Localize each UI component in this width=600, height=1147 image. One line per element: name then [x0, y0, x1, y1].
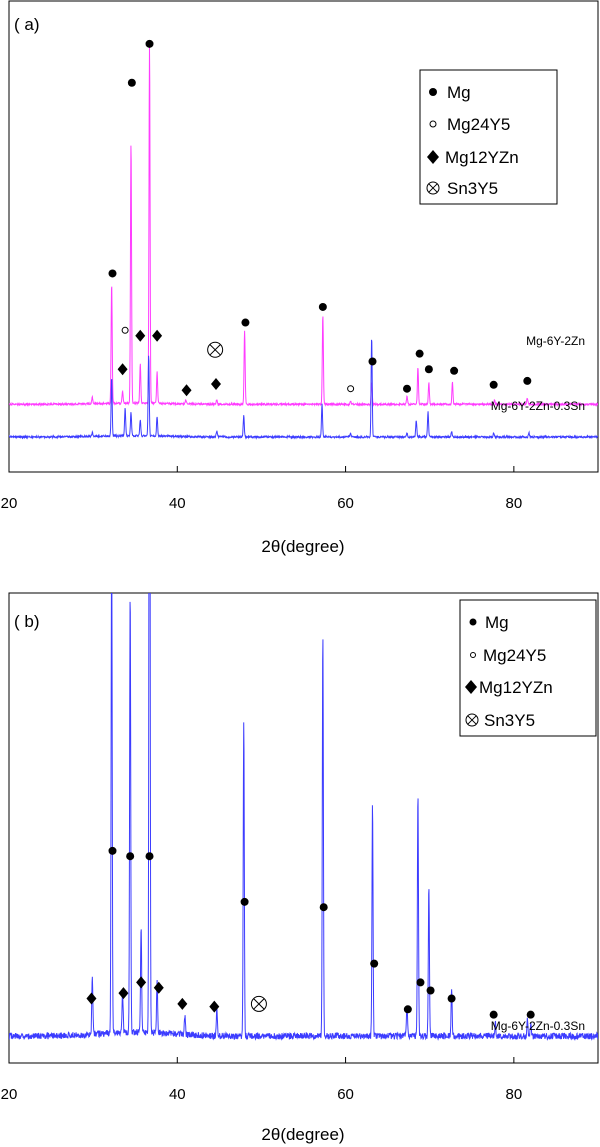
panel-b-x-ticks: 20 40 60 80: [1, 1057, 523, 1103]
panel-a-trace-mg-6y-2zn: [9, 46, 598, 408]
panel-a-peak-marker-filled-circle-2: [145, 39, 154, 48]
panel-b-peak-marker-filled-circle-3: [240, 897, 249, 906]
panel-a-legend-sn3y5-marker: [426, 181, 440, 195]
panel-a-frame: [8, 0, 599, 473]
panel-b-legend-sn3y5-marker: [465, 713, 479, 727]
panel-a-legend-sn3y5-label: Sn3Y5: [447, 179, 498, 198]
panel-b-peak-marker-filled-circle-5: [370, 959, 379, 968]
panel-b-peak-marker-filled-circle-1: [126, 852, 135, 861]
panel-a-peak-marker-diamond-17: [181, 384, 192, 397]
panel-b-trace-label-mg-6y-2zn-0.3sn: Mg-6Y-2Zn-0.3Sn: [491, 1019, 585, 1033]
panel-b-legend: Mg Mg24Y5 Mg12YZn Sn3Y5: [459, 599, 597, 737]
panel-a-legend-box: [419, 69, 558, 205]
panel-a-x-tick-label-80: 80: [506, 495, 523, 512]
panel-b-frame: [8, 592, 599, 1064]
panel-a-x-ticks: 20 40 60 80: [1, 466, 523, 512]
panel-b-peak-marker-diamond-13: [118, 987, 129, 1000]
panel-b-x-tick-label-60: 60: [337, 1086, 354, 1103]
panel-a-x-tick-label-20: 20: [1, 495, 18, 512]
panel-b-peak-marker-filled-circle-11: [526, 1010, 535, 1019]
panel-a-legend-mg-label: Mg: [447, 83, 471, 102]
panel-a-legend: Mg Mg24Y5 Mg12YZn Sn3Y5: [419, 69, 558, 205]
panel-a-peak-marker-filled-circle-7: [415, 349, 424, 358]
panel-a-peak-marker-filled-circle-0: [108, 269, 117, 278]
panel-a-trace-label-mg-6y-2zn-0.3sn: Mg-6Y-2Zn-0.3Sn: [491, 399, 585, 413]
panel-b-peak-marker-filled-circle-7: [416, 978, 425, 987]
panel-b-legend-mg-label: Mg: [485, 613, 509, 632]
panel-b-peak-marker-diamond-17: [209, 1000, 220, 1013]
panel-a-trace-mg-6y-2zn-0.3sn: [9, 339, 598, 440]
panel-a-trace-label-mg-6y-2zn: Mg-6Y-2Zn: [526, 334, 585, 348]
panel-b-x-tick-label-40: 40: [169, 1086, 186, 1103]
panel-b-peak-marker-filled-circle-8: [426, 986, 435, 995]
panel-b-legend-box: [459, 599, 597, 737]
panel-a-peak-marker-open-circle-12: [121, 326, 129, 334]
panel-b-legend-mg24y5-marker: [470, 652, 476, 658]
panel-b-peak-marker-filled-circle-2: [145, 852, 154, 861]
panel-a-legend-mg-marker: [429, 88, 437, 96]
panel-a-peak-marker-filled-circle-11: [523, 376, 532, 385]
panel-a-peak-marker-filled-circle-1: [127, 78, 136, 87]
panel-a-peak-marker-filled-circle-3: [241, 318, 250, 327]
panel-a-legend-mg24y5-marker: [429, 120, 437, 128]
panel-a-peak-marker-filled-circle-8: [424, 365, 433, 374]
panel-a-peak-marker-filled-circle-5: [368, 357, 377, 366]
panel-b-legend-mg-marker: [469, 618, 477, 626]
panel-a-peak-marker-filled-circle-9: [450, 366, 459, 375]
panel-b-x-tick-label-20: 20: [1, 1086, 18, 1103]
panel-a-peak-marker-filled-circle-10: [489, 380, 498, 389]
panel-a-peak-marker-diamond-15: [135, 329, 146, 342]
panel-a-peak-marker-filled-circle-4: [318, 302, 327, 311]
panel-b-peak-marker-filled-circle-10: [489, 1010, 498, 1019]
panel-b-legend-mg12yzn-label: Mg12YZn: [479, 678, 553, 697]
panel-b-legend-sn3y5-label: Sn3Y5: [484, 711, 535, 730]
panel-a-x-axis-label: 2θ(degree): [261, 537, 344, 556]
panel-b-peak-marker-diamond-14: [136, 976, 147, 989]
panel-a-peak-marker-diamond-14: [117, 363, 128, 376]
panel-a-legend-mg24y5-label: Mg24Y5: [447, 115, 510, 134]
panel-a-x-tick-label-40: 40: [169, 495, 186, 512]
panel-b-peak-marker-diamond-16: [177, 997, 188, 1010]
panel-b-trace-mg-6y-2zn-0.3sn: [9, 593, 598, 1042]
panel-b-x-axis-label: 2θ(degree): [261, 1125, 344, 1144]
panel-b-legend-mg12yzn-marker: [465, 680, 477, 694]
panel-a-peak-marker-open-circle-13: [347, 385, 355, 393]
panel-a-legend-mg12yzn-marker: [427, 150, 439, 164]
panel-a-peak-marker-diamond-18: [210, 378, 221, 391]
panel-b-x-tick-label-80: 80: [506, 1086, 523, 1103]
panel-b-peak-marker-circle-x-18: [250, 995, 267, 1012]
panel-b-peak-marker-diamond-15: [153, 981, 164, 994]
panel-a-peak-marker-circle-x-19: [207, 341, 224, 358]
panel-a-label: ( a): [14, 15, 40, 34]
panel-b-peak-marker-filled-circle-9: [447, 994, 456, 1003]
panel-b-peak-marker-filled-circle-4: [319, 903, 328, 912]
panel-b-label: ( b): [14, 612, 40, 631]
panel-b-chart: ( b) 20 40 60 80 2θ(degree) Mg Mg24Y5 Mg12Y…: [1, 592, 599, 1144]
panel-b-peak-marker-filled-circle-0: [108, 846, 117, 855]
panel-a-peak-marker-filled-circle-6: [402, 384, 411, 393]
panel-a-chart: ( a) 20 40 60 80 2θ(degree) Mg Mg24Y5 Mg12Y…: [1, 0, 599, 556]
panel-b-peak-marker-filled-circle-6: [403, 1005, 412, 1014]
panel-b-peak-marker-diamond-12: [86, 992, 97, 1005]
panel-a-legend-mg12yzn-label: Mg12YZn: [445, 148, 519, 167]
panel-a-x-tick-label-60: 60: [337, 495, 354, 512]
panel-a-peak-marker-diamond-16: [152, 329, 163, 342]
panel-b-legend-mg24y5-label: Mg24Y5: [483, 646, 546, 665]
